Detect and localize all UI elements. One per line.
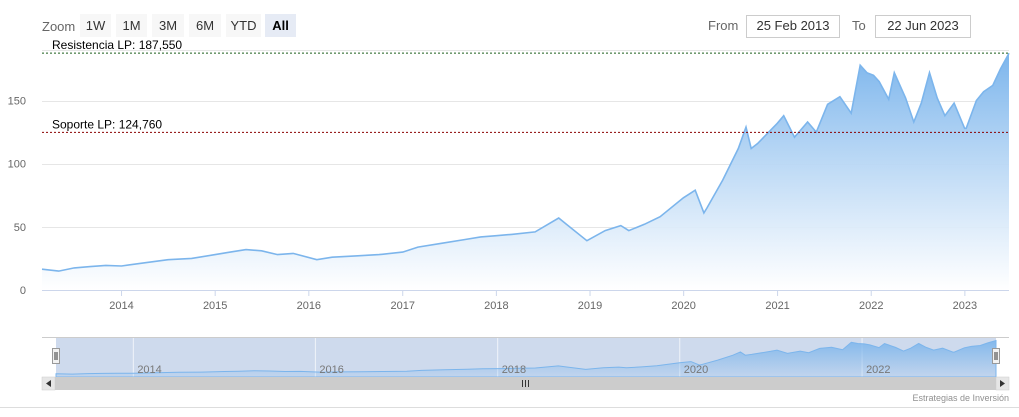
x-tick-label: 2018	[484, 300, 508, 312]
zoom-button-3m[interactable]: 3M	[152, 14, 184, 37]
from-date-input[interactable]	[746, 15, 840, 38]
x-tick-label: 2016	[297, 300, 321, 312]
navigator-handle-left[interactable]	[52, 348, 60, 364]
scroll-left-button[interactable]	[41, 376, 56, 391]
arrow-left-icon	[46, 380, 51, 387]
zoom-button-ytd[interactable]: YTD	[226, 14, 261, 37]
plot-lines: Resistencia LP: 187,550 Soporte LP: 124,7…	[42, 38, 1009, 133]
x-tick-label: 2019	[578, 300, 602, 312]
navigator-series	[55, 339, 997, 378]
zoom-button-1w[interactable]: 1W	[80, 14, 111, 37]
resistance-label: Resistencia LP: 187,550	[52, 38, 182, 52]
series-line	[41, 52, 1010, 272]
to-date-input[interactable]	[875, 15, 971, 38]
x-tick-label: 2015	[203, 300, 227, 312]
x-tick-label: 2017	[390, 300, 414, 312]
to-date-value: 22 Jun 2023	[887, 18, 959, 33]
navigator-tick-label: 2018	[502, 364, 526, 376]
from-date-value: 25 Feb 2013	[756, 18, 829, 33]
navigator-tick-label: 2016	[319, 364, 343, 376]
y-tick-label: 100	[8, 159, 26, 171]
plot-area: Resistencia LP: 187,550 Soporte LP: 124,7…	[8, 38, 1010, 312]
navigator[interactable]: 2014 2016 2018 2020 2022	[42, 337, 1009, 378]
zoom-button-label: All	[272, 18, 289, 33]
navigator-tick-label: 2014	[137, 364, 161, 376]
zoom-button-all[interactable]: All	[265, 14, 296, 37]
to-label: To	[852, 18, 866, 33]
scrollbar-grip[interactable]	[522, 380, 529, 387]
x-tick-label: 2023	[953, 300, 977, 312]
scroll-right-button[interactable]	[995, 376, 1010, 391]
series-area	[42, 53, 1009, 291]
navigator-tick-label: 2022	[866, 364, 890, 376]
zoom-label: Zoom	[42, 19, 75, 34]
scrollbar[interactable]	[41, 376, 1010, 391]
x-tick-label: 2022	[859, 300, 883, 312]
zoom-button-label: 1M	[122, 18, 140, 33]
navigator-tick-label: 2020	[684, 364, 708, 376]
zoom-button-label: YTD	[231, 18, 257, 33]
zoom-button-1m[interactable]: 1M	[116, 14, 147, 37]
navigator-axis: 2014 2016 2018 2020 2022	[137, 364, 890, 376]
support-label: Soporte LP: 124,760	[52, 117, 162, 131]
x-tick-label: 2014	[109, 300, 133, 312]
x-axis: 2014 2015 2016 2017 2018 2019 2020 2021 2022 2023	[109, 290, 977, 312]
navigator-handle-right[interactable]	[992, 348, 1000, 364]
zoom-button-label: 1W	[86, 18, 106, 33]
x-tick-label: 2021	[765, 300, 789, 312]
zoom-button-label: 6M	[196, 18, 214, 33]
x-tick-label: 2020	[671, 300, 695, 312]
credits[interactable]: Estrategias de Inversión	[912, 393, 1009, 403]
y-tick-label: 50	[14, 222, 26, 234]
zoom-button-6m[interactable]: 6M	[189, 14, 221, 37]
zoom-button-label: 3M	[159, 18, 177, 33]
from-label: From	[708, 18, 738, 33]
zoom-buttons: 1W 1M 3M 6M YTD All	[80, 14, 296, 37]
y-tick-label: 150	[8, 96, 26, 108]
y-axis: 0 50 100 150	[8, 96, 26, 297]
y-tick-label: 0	[20, 285, 26, 297]
range-selector: Zoom 1W 1M 3M 6M YTD All From 25 Feb 2013 To …	[42, 14, 971, 38]
arrow-right-icon	[1000, 380, 1005, 387]
